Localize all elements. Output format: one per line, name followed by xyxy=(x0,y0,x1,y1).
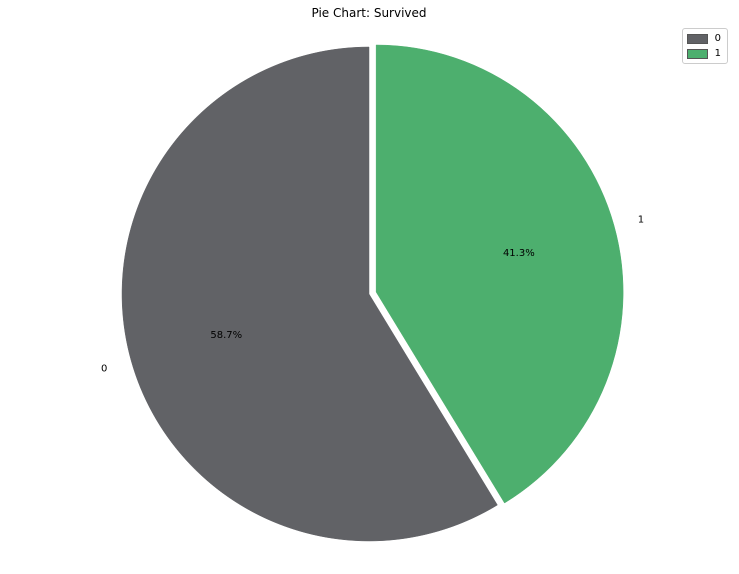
slice-percent-label-0: 58.7% xyxy=(210,330,242,341)
legend: 0 1 xyxy=(681,28,728,64)
pie-slice-0 xyxy=(121,46,498,542)
slice-category-label-0: 0 xyxy=(101,363,107,374)
legend-item-0: 0 xyxy=(686,31,721,46)
legend-swatch-1 xyxy=(686,48,708,59)
legend-label-1: 1 xyxy=(714,48,721,59)
pie-slice-1 xyxy=(375,44,624,504)
legend-item-1: 1 xyxy=(686,46,721,61)
pie-slices xyxy=(121,44,624,542)
pie-labels: 58.7% 0 41.3% 1 xyxy=(101,215,644,375)
slice-percent-label-1: 41.3% xyxy=(503,248,535,259)
legend-label-0: 0 xyxy=(714,33,721,44)
legend-swatch-0 xyxy=(686,33,708,44)
chart-title: Pie Chart: Survived xyxy=(311,6,426,20)
slice-category-label-1: 1 xyxy=(638,215,644,226)
